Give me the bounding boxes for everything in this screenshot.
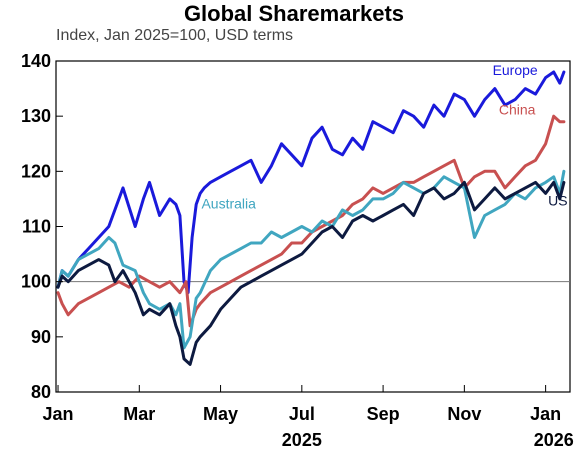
chart-title: Global Sharemarkets [183, 1, 405, 26]
plot-frame [55, 60, 571, 393]
series-label-us: US [548, 193, 567, 209]
series-line-australia [56, 169, 566, 350]
series-label-australia: Australia [201, 195, 256, 211]
x-tick-label: Jan [530, 404, 561, 424]
x-tick-label: Nov [447, 404, 481, 424]
y-tick-label: 120 [21, 161, 51, 181]
y-tick-label: 90 [31, 327, 51, 347]
series-label-china: China [499, 102, 536, 118]
chart-subtitle: Index, Jan 2025=100, USD terms [56, 27, 294, 44]
series-line-us [56, 180, 566, 366]
y-tick-label: 140 [21, 51, 51, 71]
x-tick-label: Mar [123, 404, 155, 424]
y-tick-label: 100 [21, 272, 51, 292]
x-year-label: 2026 [534, 430, 574, 450]
series-label-europe: Europe [493, 62, 538, 78]
x-tick-label: Sep [367, 404, 400, 424]
y-tick-label: 110 [22, 217, 51, 237]
x-tick-label: Jan [43, 404, 74, 424]
y-tick-label: 130 [21, 106, 51, 126]
x-tick-label: Jul [289, 404, 315, 424]
x-tick-label: May [203, 404, 238, 424]
y-tick-label: 80 [31, 382, 51, 402]
series-line-europe [56, 70, 566, 295]
x-year-label: 2025 [282, 430, 322, 450]
series-line-china [56, 114, 566, 328]
